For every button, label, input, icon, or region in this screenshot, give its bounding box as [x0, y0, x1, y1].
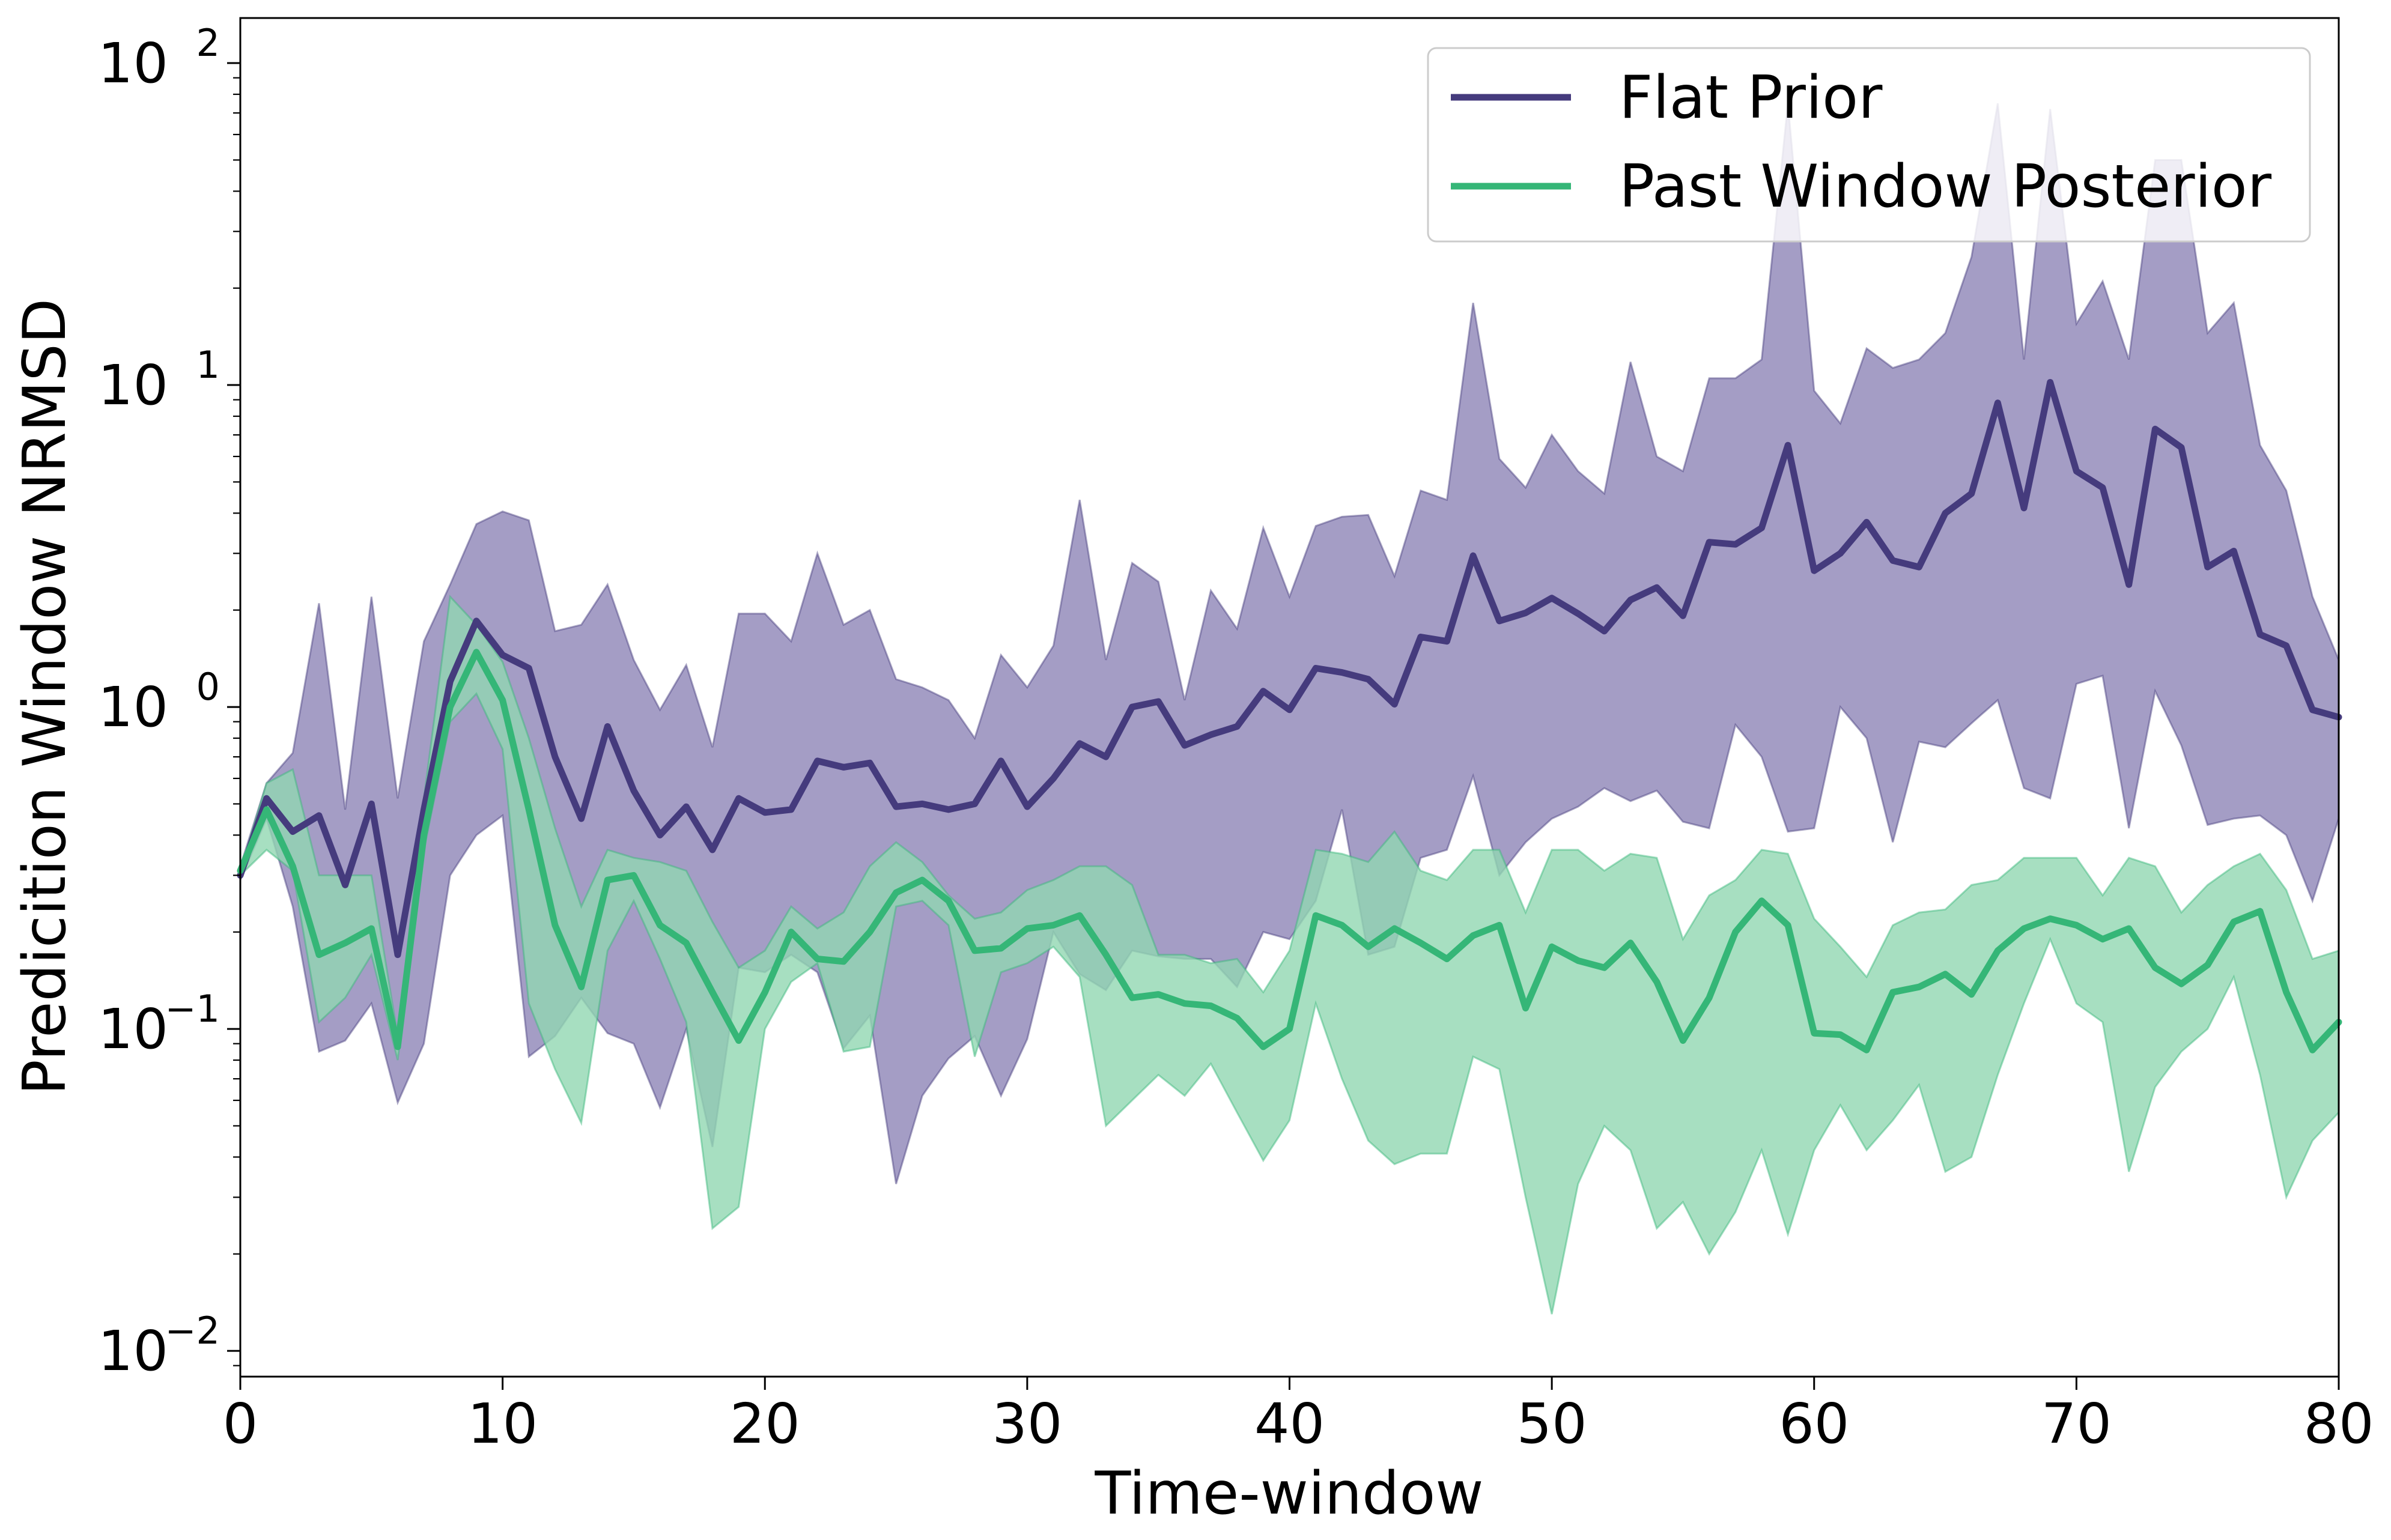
- y-tick-exponent: −1: [165, 987, 220, 1031]
- x-axis-label: Time-window: [1094, 1460, 1483, 1528]
- x-tick-label: 10: [467, 1392, 538, 1456]
- x-tick-label: 0: [223, 1392, 258, 1456]
- legend: Flat Prior Past Window Posterior: [1427, 47, 2311, 243]
- x-tick-label: 30: [992, 1392, 1062, 1456]
- y-tick-exponent: 2: [196, 21, 220, 65]
- y-tick-label: 10: [98, 31, 168, 95]
- x-tick-label: 50: [1517, 1392, 1587, 1456]
- y-tick-label: 10: [98, 1319, 168, 1383]
- legend-box: [1427, 47, 2311, 243]
- x-axis-ticks: 0 10 20 30 40 50 60 70 80: [223, 1377, 2374, 1456]
- legend-label-flat-prior: Flat Prior: [1619, 64, 1883, 132]
- x-tick-label: 70: [2041, 1392, 2112, 1456]
- y-tick-label: 10: [98, 353, 168, 417]
- legend-label-past-window-posterior: Past Window Posterior: [1619, 153, 2272, 221]
- y-tick-exponent: 0: [196, 665, 220, 709]
- y-axis-label: Predicition Window NRMSD: [11, 299, 79, 1095]
- x-tick-label: 80: [2303, 1392, 2374, 1456]
- series-lines: [237, 379, 2342, 1053]
- x-tick-label: 40: [1254, 1392, 1325, 1456]
- x-tick-label: 60: [1779, 1392, 1849, 1456]
- y-tick-exponent: −2: [165, 1309, 220, 1353]
- past-window-posterior-line: [237, 649, 2342, 1053]
- flat-prior-line: [237, 379, 2342, 959]
- y-tick-label: 10: [98, 997, 168, 1061]
- y-tick-exponent: 1: [196, 343, 220, 387]
- x-tick-label: 20: [730, 1392, 800, 1456]
- y-tick-label: 10: [98, 675, 168, 739]
